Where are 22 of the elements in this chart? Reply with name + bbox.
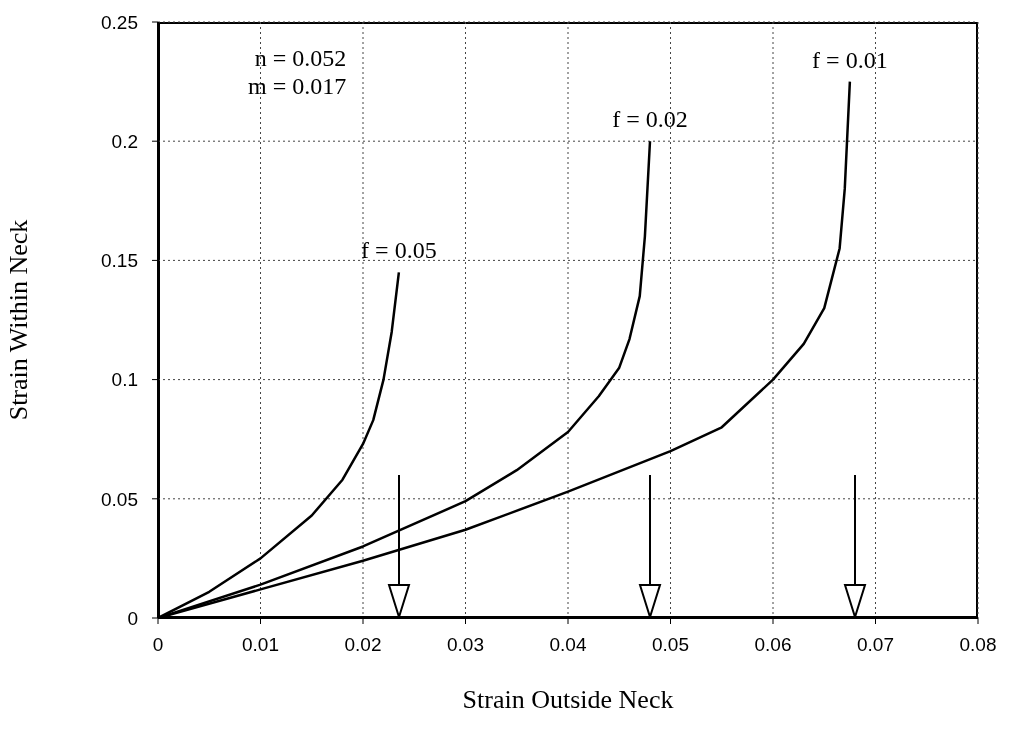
- y-tick-label: 0.05: [101, 488, 138, 510]
- x-tick-label: 0.04: [549, 634, 587, 656]
- x-tick-label: 0.03: [447, 634, 484, 656]
- x-tick-label: 0.02: [344, 634, 382, 656]
- annotation: f = 0.05: [361, 237, 437, 264]
- y-tick-label: 0.15: [101, 250, 138, 272]
- x-tick-label: 0.08: [959, 634, 997, 656]
- annotation: n = 0.052: [253, 44, 347, 72]
- y-tick-label: 0.1: [111, 369, 138, 391]
- x-tick-label: 0.05: [652, 634, 689, 656]
- x-tick-label: 0: [152, 634, 164, 656]
- x-tick-label: 0.06: [754, 634, 792, 656]
- y-tick-label: 0.25: [101, 11, 138, 33]
- y-axis-title: Strain Within Neck: [4, 219, 34, 421]
- x-tick-label: 0.01: [242, 634, 279, 656]
- y-tick-label: 0: [127, 607, 138, 629]
- x-tick-label: 0.07: [857, 634, 894, 656]
- annotation: f = 0.02: [612, 106, 688, 133]
- y-tick-label: 0.2: [111, 130, 138, 152]
- annotation: m = 0.017: [248, 72, 347, 100]
- x-axis-title: Strain Outside Neck: [462, 685, 674, 714]
- annotation: f = 0.01: [812, 46, 888, 73]
